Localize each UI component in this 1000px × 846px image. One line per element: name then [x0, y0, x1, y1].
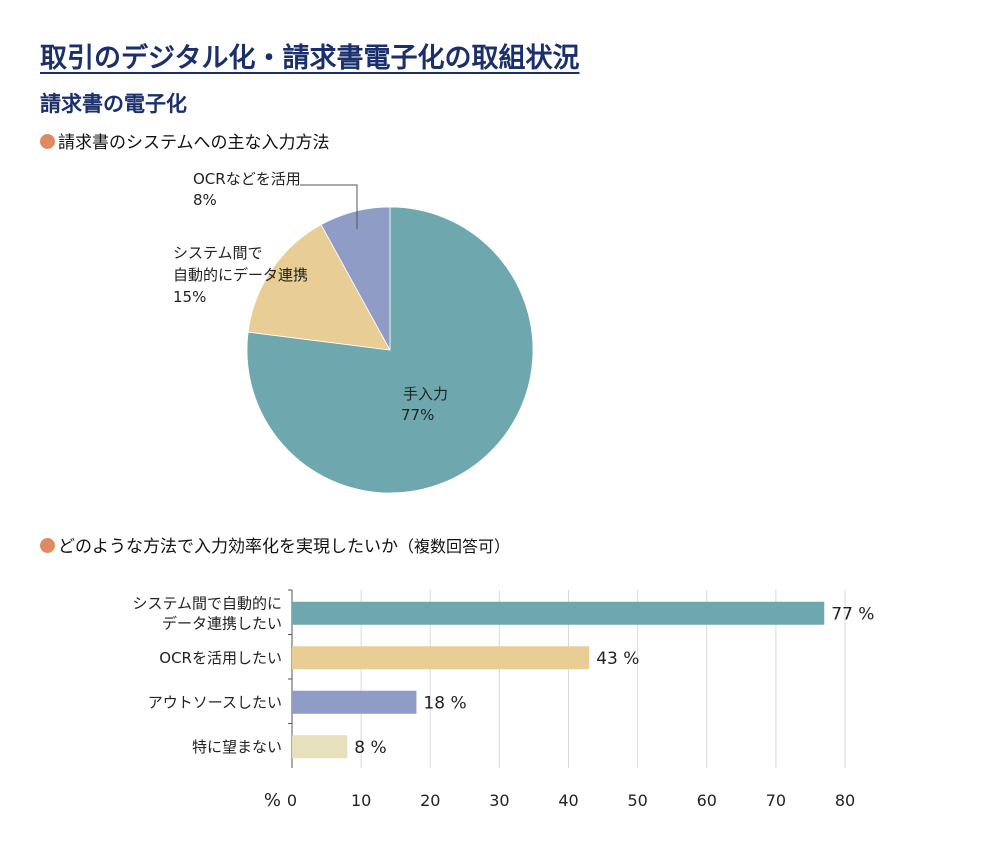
pie-leader-line	[300, 184, 358, 229]
pie-value-label: 8%	[193, 191, 217, 209]
x-axis-unit: %	[264, 790, 281, 811]
bar-value-label: 77 %	[831, 604, 874, 624]
bar-value-label: 18 %	[423, 693, 466, 713]
x-tick-label: 60	[697, 791, 717, 810]
bar-chart-title-note: （複数回答可）	[398, 537, 511, 556]
bar	[292, 735, 348, 759]
pie-value-label: 77%	[401, 406, 434, 424]
bar-chart-title: どのような方法で入力効率化を実現したいか	[58, 537, 398, 557]
bar-value-label: 43 %	[596, 649, 639, 669]
x-tick-label: 10	[351, 791, 371, 810]
bullet-dot-icon	[40, 134, 55, 149]
pie-chart-title: 請求書のシステムへの主な入力方法	[58, 133, 330, 153]
x-tick-label: 70	[766, 791, 786, 810]
pie-slice-2	[320, 206, 391, 351]
x-tick-label: 0	[287, 791, 297, 810]
category-label: 特に望まない	[192, 738, 282, 756]
x-tick-label: 50	[627, 791, 647, 810]
x-tick-label: 40	[558, 791, 578, 810]
pie-slice-1	[247, 224, 391, 351]
category-label: OCRを活用したい	[159, 649, 282, 667]
x-tick-label: 80	[835, 791, 855, 810]
pie-value-label: 15%	[173, 288, 206, 306]
page-title: 取引のデジタル化・請求書電子化の取組状況	[40, 43, 580, 74]
x-tick-label: 20	[420, 791, 440, 810]
bullet-dot-icon	[40, 538, 55, 553]
category-label: システム間で自動的に	[132, 594, 282, 612]
bar	[292, 690, 417, 714]
category-label: データ連携したい	[162, 614, 282, 632]
bar-value-label: 8 %	[354, 738, 386, 758]
pie-label: システム間で	[173, 244, 263, 262]
section-subtitle: 請求書の電子化	[40, 92, 187, 116]
pie-label: OCRなどを活用	[193, 170, 301, 188]
pie-chart-heading: 請求書のシステムへの主な入力方法	[40, 128, 330, 153]
pie-label: 自動的にデータ連携	[173, 266, 308, 284]
pie-slice-0	[246, 206, 534, 494]
bar-chart-heading: どのような方法で入力効率化を実現したいか（複数回答可）	[40, 532, 510, 557]
category-label: アウトソースしたい	[148, 693, 282, 711]
pie-label: 手入力	[403, 385, 448, 403]
bar	[292, 646, 590, 670]
x-tick-label: 30	[489, 791, 509, 810]
bar	[292, 601, 825, 625]
